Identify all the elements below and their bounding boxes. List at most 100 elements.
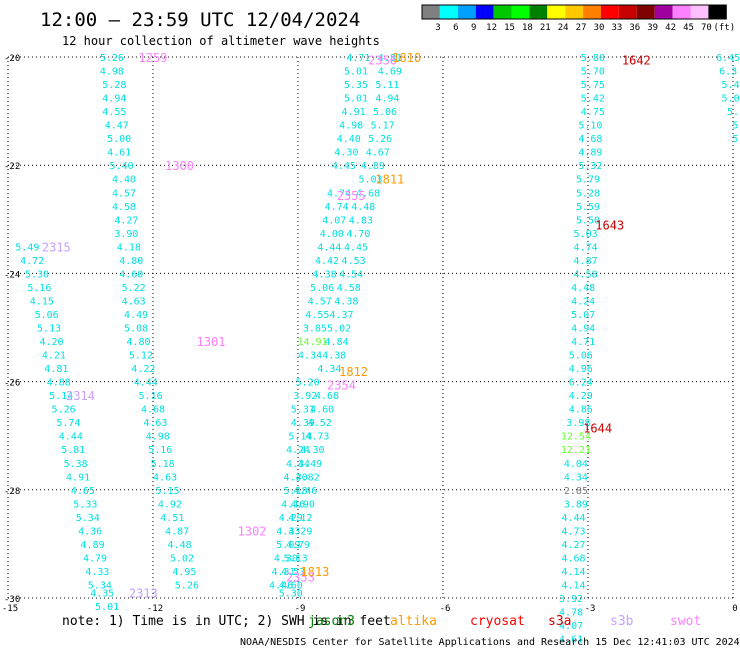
data-point-label: 4.81 <box>44 364 68 375</box>
data-point-label: 4.27 <box>561 540 585 551</box>
data-point-label: 5.13 <box>284 553 308 564</box>
data-point-label: 4.31 <box>271 567 295 578</box>
axis-ticks: -15 -12 -9 -6 -3 0-20-22-24-26-28-30 <box>2 54 738 614</box>
color-scale-label: (ft) <box>713 23 735 33</box>
data-point-label: 5.35 <box>344 80 368 91</box>
data-point-label: 3.92 <box>293 391 317 402</box>
data-point-label: 5.31 <box>291 405 315 416</box>
wave-height-values: 5.264.985.284.944.554.475.004.615.404.40… <box>15 53 740 646</box>
data-point-label: 5.17 <box>371 121 395 132</box>
data-point-label: 4.44 <box>317 242 341 253</box>
satellite-legend: jason3 altika cryosat s3a s3b swot <box>308 614 701 629</box>
data-point-label: 4.34 <box>564 472 588 483</box>
color-scale-label: 70 <box>701 23 712 33</box>
data-point-label: 4.95 <box>172 567 196 578</box>
data-point-label: 4.86 <box>569 405 593 416</box>
data-point-label: 4.24 <box>286 445 310 456</box>
data-point-label: 4.24 <box>571 296 595 307</box>
data-point-label: 3.90 <box>114 229 138 240</box>
data-point-label: 4.14 <box>561 567 585 578</box>
color-scale-swatch <box>457 5 476 19</box>
color-scale-label: 12 <box>486 23 497 33</box>
data-point-label: 4.40 <box>112 175 136 186</box>
data-point-label: 4.87 <box>574 256 598 267</box>
data-point-label: 4.49 <box>298 459 322 470</box>
data-point-label: 4.75 <box>581 107 605 118</box>
data-point-label: 4.07 <box>559 621 583 632</box>
data-point-label: 4.52 <box>308 418 332 429</box>
data-point-label: 4.63 <box>122 296 146 307</box>
data-point-label: 4.79 <box>286 540 310 551</box>
data-point-label: 4.65 <box>71 486 95 497</box>
data-point-label: 5.20 <box>296 378 320 389</box>
data-point-label: 4.40 <box>337 134 361 145</box>
data-point-label: 5.22 <box>122 283 146 294</box>
data-point-label: 12.21 <box>561 445 591 456</box>
data-point-label: 4.94 <box>375 94 399 105</box>
data-point-label: 6.3 <box>719 67 737 78</box>
data-point-label: 5.30 <box>25 269 49 280</box>
data-point-label: 4.07 <box>322 215 346 226</box>
data-point-label: 4.69 <box>378 67 402 78</box>
pass-label: 2355 <box>337 189 366 203</box>
data-point-label: 4.38 <box>322 351 346 362</box>
data-point-label: 4.74 <box>574 242 598 253</box>
data-point-label: 4.55 <box>102 107 126 118</box>
chart-subtitle: 12 hour collection of altimeter wave hei… <box>62 34 380 48</box>
data-point-label: 4.91 <box>66 472 90 483</box>
data-point-label: 4.29 <box>288 526 312 537</box>
data-point-label: 4.29 <box>569 391 593 402</box>
data-point-label: 5.03 <box>358 175 382 186</box>
data-point-label: 4.63 <box>153 472 177 483</box>
color-scale-label: 3 <box>435 23 440 33</box>
y-tick-label: -24 <box>4 270 20 280</box>
data-point-label: 4.57 <box>112 188 136 199</box>
data-point-label: 4.92 <box>158 499 182 510</box>
data-point-label: 5.02 <box>327 324 351 335</box>
pass-label: 1642 <box>622 54 651 68</box>
data-point-label: 4.61 <box>559 635 583 646</box>
data-point-label: 5 <box>732 134 738 145</box>
data-point-label: 4.39 <box>291 418 315 429</box>
pass-label: 2354 <box>327 378 356 392</box>
data-point-label: 4.68 <box>315 391 339 402</box>
data-point-label: 5.16 <box>139 391 163 402</box>
data-point-label: 5.49 <box>15 242 39 253</box>
data-point-label: 4.22 <box>131 364 155 375</box>
data-point-label: 4.27 <box>114 215 138 226</box>
data-point-label: 4.73 <box>561 526 585 537</box>
data-point-label: 4.35 <box>90 589 114 600</box>
data-point-label: 5.11 <box>375 80 399 91</box>
pass-label: 2314 <box>66 389 95 403</box>
data-point-label: 4.45 <box>332 161 356 172</box>
data-point-label: 5.09 <box>276 540 300 551</box>
data-point-label: 4.34 <box>298 351 322 362</box>
data-point-label: 4.44 <box>134 378 158 389</box>
data-point-label: 5.08 <box>124 324 148 335</box>
data-point-label: 5.10 <box>578 121 602 132</box>
color-scale: 3 6 9 12 15 18 21 24 27 30 33 36 39 42 45 70 (ft) <box>421 4 735 33</box>
data-point-label: 5.13 <box>37 324 61 335</box>
data-point-label: 4.72 <box>20 256 44 267</box>
chart-title: 12:00 — 23:59 UTC 12/04/2024 <box>40 9 360 31</box>
data-point-label: 6.45 <box>716 53 740 64</box>
data-point-label: 5.26 <box>100 53 124 64</box>
data-point-label: 4.68 <box>141 405 165 416</box>
data-point-label: 4.04 <box>564 459 588 470</box>
data-point-label: 5.03 <box>574 229 598 240</box>
data-point-label: 4.38 <box>334 296 358 307</box>
data-point-label: 4.29 <box>279 513 303 524</box>
color-scale-swatch <box>636 5 655 19</box>
data-point-label: 4.46 <box>269 580 293 591</box>
data-point-label: 4.36 <box>78 526 102 537</box>
color-scale-swatch <box>439 5 458 19</box>
data-point-label: 5.33 <box>73 499 97 510</box>
data-point-label: 5.06 <box>35 310 59 321</box>
data-point-label: 4.14 <box>561 580 585 591</box>
pass-label: 1301 <box>197 335 226 349</box>
data-point-label: 4.79 <box>83 553 107 564</box>
data-point-label: 5.30 <box>279 589 303 600</box>
data-point-label: 4.15 <box>30 296 54 307</box>
color-scale-label: 9 <box>471 23 476 33</box>
x-tick-label: 0 <box>732 604 737 614</box>
